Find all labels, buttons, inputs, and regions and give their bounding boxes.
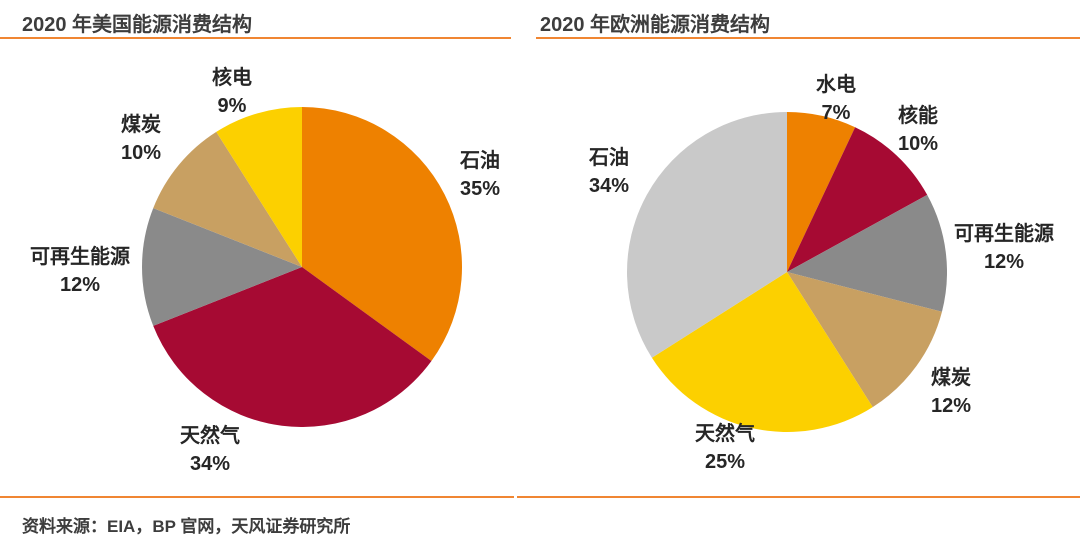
slice-label: 天然气 25% (695, 420, 755, 476)
pie-slice (153, 131, 302, 267)
slice-label-category: 煤炭 (931, 367, 971, 389)
slice-label-value: 34% (588, 175, 630, 197)
source-note: 资料来源：EIA，BP 官网，天风证券研究所 (22, 517, 351, 536)
slice-label: 石油 35% (460, 147, 500, 203)
pie-slice (787, 127, 928, 272)
slice-label: 核电 9% (212, 64, 252, 120)
slice-label-category: 可再生能源 (30, 246, 130, 268)
slice-label-value: 12% (59, 274, 101, 296)
footer-rule-right (517, 496, 1080, 498)
slice-label: 核能 10% (898, 102, 938, 158)
slice-label-category: 天然气 (180, 425, 240, 447)
slice-label: 石油 34% (589, 144, 629, 200)
slice-label-value: 9% (217, 95, 247, 117)
slice-label-category: 核能 (898, 105, 938, 127)
footer-rule-left (0, 496, 514, 498)
slice-label-value: 7% (821, 102, 851, 124)
slice-label-category: 核电 (212, 67, 252, 89)
slice-label-category: 水电 (816, 74, 856, 96)
slice-label: 煤炭 10% (121, 111, 161, 167)
chart-title-europe: 2020 年欧洲能源消费结构 (540, 14, 771, 36)
slice-label-value: 10% (897, 133, 939, 155)
pie-chart-europe-energy (627, 112, 947, 432)
slice-label: 可再生能源 12% (30, 243, 130, 299)
pie-slice (787, 194, 947, 312)
slice-label: 水电 7% (816, 71, 856, 127)
slice-label: 煤炭 12% (931, 364, 971, 420)
slice-label-value: 35% (459, 178, 501, 200)
pie-slice (627, 112, 787, 358)
slice-label: 天然气 34% (180, 422, 240, 478)
title-underline-right (536, 37, 1080, 39)
slice-label-value: 25% (704, 451, 746, 473)
title-underline-left (0, 37, 511, 39)
pie-slice (142, 208, 302, 326)
slice-label-category: 天然气 (695, 423, 755, 445)
slice-label-value: 12% (930, 395, 972, 417)
pie-slice (787, 112, 856, 272)
slice-label-category: 石油 (460, 150, 500, 172)
pie-slice (216, 107, 302, 267)
pie-chart-us-energy (142, 107, 462, 427)
pie-slice (153, 267, 432, 427)
slice-label: 可再生能源 12% (954, 220, 1054, 276)
slice-label-category: 石油 (589, 147, 629, 169)
slice-label-value: 12% (983, 251, 1025, 273)
slice-label-value: 10% (120, 142, 162, 164)
pie-slice (787, 272, 942, 408)
pie-slice (651, 272, 873, 432)
slice-label-category: 煤炭 (121, 114, 161, 136)
slice-label-value: 34% (189, 453, 231, 475)
slice-label-category: 可再生能源 (954, 223, 1054, 245)
pie-slice (302, 107, 462, 362)
chart-title-us: 2020 年美国能源消费结构 (22, 14, 253, 36)
